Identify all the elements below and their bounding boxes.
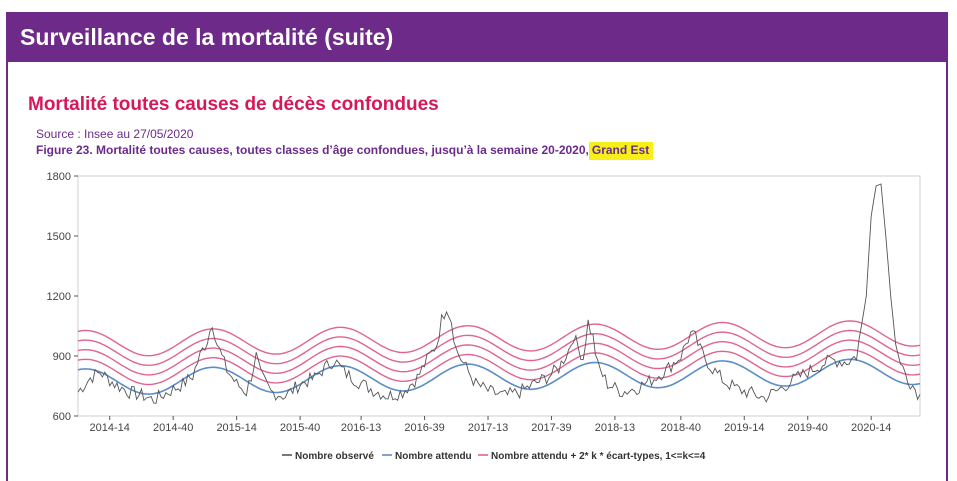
x-tick-label: 2016-13 <box>341 422 381 434</box>
x-tick-label: 2017-39 <box>531 422 571 434</box>
x-tick-label: 2016-39 <box>404 422 444 434</box>
figure-caption-separator: , <box>585 143 589 157</box>
series-threshold-k1 <box>77 348 921 386</box>
x-tick-label: 2019-40 <box>788 422 828 434</box>
header-banner: Surveillance de la mortalité (suite) <box>6 12 948 62</box>
page-title: Surveillance de la mortalité (suite) <box>20 24 394 50</box>
slide-frame <box>6 12 948 481</box>
series-threshold-k3 <box>77 329 921 367</box>
figure-caption-text: Figure 23. Mortalité toutes causes, tout… <box>36 143 586 157</box>
y-tick-label: 1500 <box>47 231 71 243</box>
legend-label: Nombre attendu <box>395 451 472 462</box>
x-tick-label: 2018-40 <box>661 422 701 434</box>
section-title: Mortalité toutes causes de décès confond… <box>28 94 439 115</box>
series-expected <box>77 358 921 395</box>
region-highlight: Grand Est <box>588 142 654 160</box>
x-tick-label: 2018-13 <box>595 422 635 434</box>
source-note: Source : Insee au 27/05/2020 <box>36 127 194 141</box>
legend-label: Nombre observé <box>295 451 374 462</box>
x-tick-label: 2019-14 <box>724 422 764 434</box>
x-tick-label: 2015-14 <box>216 422 256 434</box>
x-tick-label: 2015-40 <box>280 422 320 434</box>
x-tick-label: 2014-14 <box>90 422 130 434</box>
series-observed <box>77 183 921 404</box>
y-tick-label: 600 <box>53 411 71 423</box>
series-threshold-k4 <box>77 320 921 357</box>
y-tick-label: 900 <box>53 351 71 363</box>
x-tick-label: 2017-13 <box>468 422 508 434</box>
y-tick-label: 1800 <box>47 171 71 183</box>
legend-label: Nombre attendu + 2* k * écart-types, 1<=… <box>491 451 706 462</box>
x-tick-label: 2014-40 <box>153 422 193 434</box>
x-tick-label: 2020-14 <box>851 422 891 434</box>
plot-area <box>77 175 921 417</box>
series-threshold-k2 <box>77 339 921 376</box>
y-tick-label: 1200 <box>47 291 71 303</box>
figure-caption: Figure 23. Mortalité toutes causes, tout… <box>36 142 654 160</box>
